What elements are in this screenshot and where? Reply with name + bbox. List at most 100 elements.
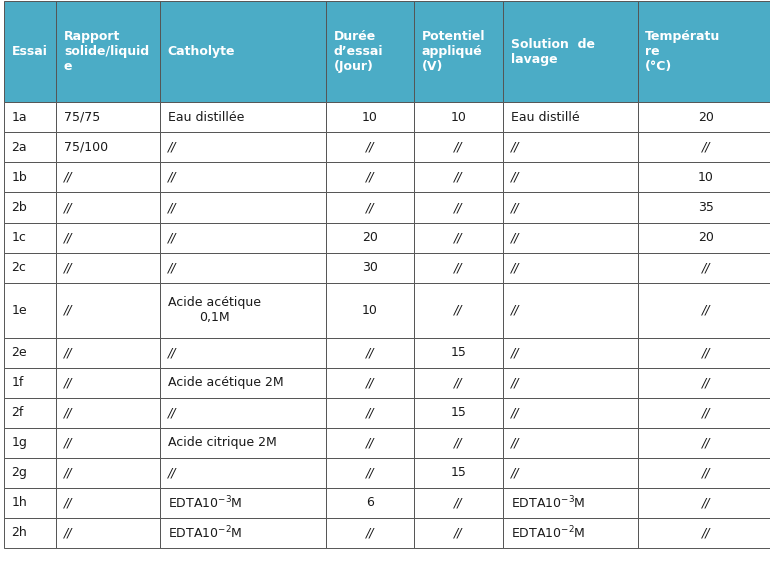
Bar <box>326 368 414 398</box>
Text: 75/100: 75/100 <box>64 141 108 154</box>
Bar <box>160 458 326 488</box>
Bar <box>414 1 503 102</box>
Text: 2c: 2c <box>12 261 26 274</box>
Bar <box>160 102 326 132</box>
Text: //: // <box>366 436 374 449</box>
Bar <box>638 398 770 428</box>
Bar <box>160 162 326 192</box>
Text: //: // <box>511 171 519 184</box>
Text: Acide acétique 2M: Acide acétique 2M <box>168 376 283 389</box>
Text: Acide acétique
0,1M: Acide acétique 0,1M <box>168 296 261 324</box>
Text: //: // <box>64 406 72 419</box>
Bar <box>4 518 56 548</box>
Bar <box>638 458 770 488</box>
Bar <box>503 1 638 102</box>
Text: //: // <box>64 303 72 317</box>
Bar <box>4 102 56 132</box>
Text: 10: 10 <box>698 171 714 184</box>
Text: 2g: 2g <box>12 466 28 479</box>
Text: //: // <box>511 406 519 419</box>
Bar <box>326 338 414 368</box>
Bar <box>56 458 160 488</box>
Bar <box>56 162 160 192</box>
Text: //: // <box>366 527 374 539</box>
Bar <box>4 398 56 428</box>
Bar <box>160 192 326 223</box>
Text: //: // <box>168 171 176 184</box>
Bar <box>638 283 770 338</box>
Bar <box>326 488 414 518</box>
Text: //: // <box>511 436 519 449</box>
Text: Solution  de
lavage: Solution de lavage <box>511 38 594 66</box>
Text: 2e: 2e <box>12 346 27 359</box>
Text: 2b: 2b <box>12 201 27 214</box>
Bar <box>160 1 326 102</box>
Bar <box>503 162 638 192</box>
Bar <box>160 338 326 368</box>
Text: //: // <box>64 231 72 244</box>
Bar <box>56 368 160 398</box>
Text: //: // <box>168 141 176 154</box>
Text: //: // <box>701 466 710 479</box>
Text: Potentiel
appliqué
(V): Potentiel appliqué (V) <box>422 30 485 73</box>
Text: //: // <box>454 201 463 214</box>
Text: //: // <box>454 376 463 389</box>
Text: //: // <box>168 261 176 274</box>
Text: //: // <box>701 303 710 317</box>
Bar <box>503 253 638 283</box>
Text: //: // <box>511 231 519 244</box>
Bar <box>638 1 770 102</box>
Bar <box>414 488 503 518</box>
Text: //: // <box>454 171 463 184</box>
Text: EDTA10$^{-3}$M: EDTA10$^{-3}$M <box>168 495 243 511</box>
Text: 2h: 2h <box>12 527 27 539</box>
Text: //: // <box>511 346 519 359</box>
Text: Eau distillée: Eau distillée <box>168 111 244 124</box>
Text: Essai: Essai <box>12 45 48 58</box>
Text: 75/75: 75/75 <box>64 111 100 124</box>
Text: //: // <box>64 261 72 274</box>
Bar <box>56 102 160 132</box>
Bar <box>638 192 770 223</box>
Text: //: // <box>511 261 519 274</box>
Text: //: // <box>511 303 519 317</box>
Bar <box>638 338 770 368</box>
Bar <box>503 488 638 518</box>
Text: //: // <box>64 171 72 184</box>
Bar <box>326 223 414 253</box>
Text: //: // <box>511 466 519 479</box>
Text: //: // <box>701 436 710 449</box>
Text: //: // <box>701 346 710 359</box>
Text: EDTA10$^{-3}$M: EDTA10$^{-3}$M <box>511 495 585 511</box>
Bar <box>414 283 503 338</box>
Bar <box>4 132 56 162</box>
Bar <box>638 368 770 398</box>
Bar <box>503 338 638 368</box>
Text: 1e: 1e <box>12 303 27 317</box>
Bar <box>160 488 326 518</box>
Text: 2f: 2f <box>12 406 24 419</box>
Text: 20: 20 <box>698 111 714 124</box>
Text: Températu
re
(°C): Températu re (°C) <box>645 30 721 73</box>
Bar <box>4 1 56 102</box>
Bar <box>414 253 503 283</box>
Bar <box>4 488 56 518</box>
Bar <box>503 428 638 458</box>
Text: //: // <box>511 376 519 389</box>
Bar <box>326 518 414 548</box>
Text: 1a: 1a <box>12 111 27 124</box>
Text: //: // <box>64 376 72 389</box>
Text: //: // <box>701 141 710 154</box>
Bar <box>56 223 160 253</box>
Bar <box>326 102 414 132</box>
Bar <box>56 398 160 428</box>
Bar <box>326 428 414 458</box>
Bar <box>56 253 160 283</box>
Text: //: // <box>64 497 72 509</box>
Text: //: // <box>64 466 72 479</box>
Text: //: // <box>366 201 374 214</box>
Bar <box>4 162 56 192</box>
Text: //: // <box>366 346 374 359</box>
Text: //: // <box>454 436 463 449</box>
Text: 10: 10 <box>450 111 467 124</box>
